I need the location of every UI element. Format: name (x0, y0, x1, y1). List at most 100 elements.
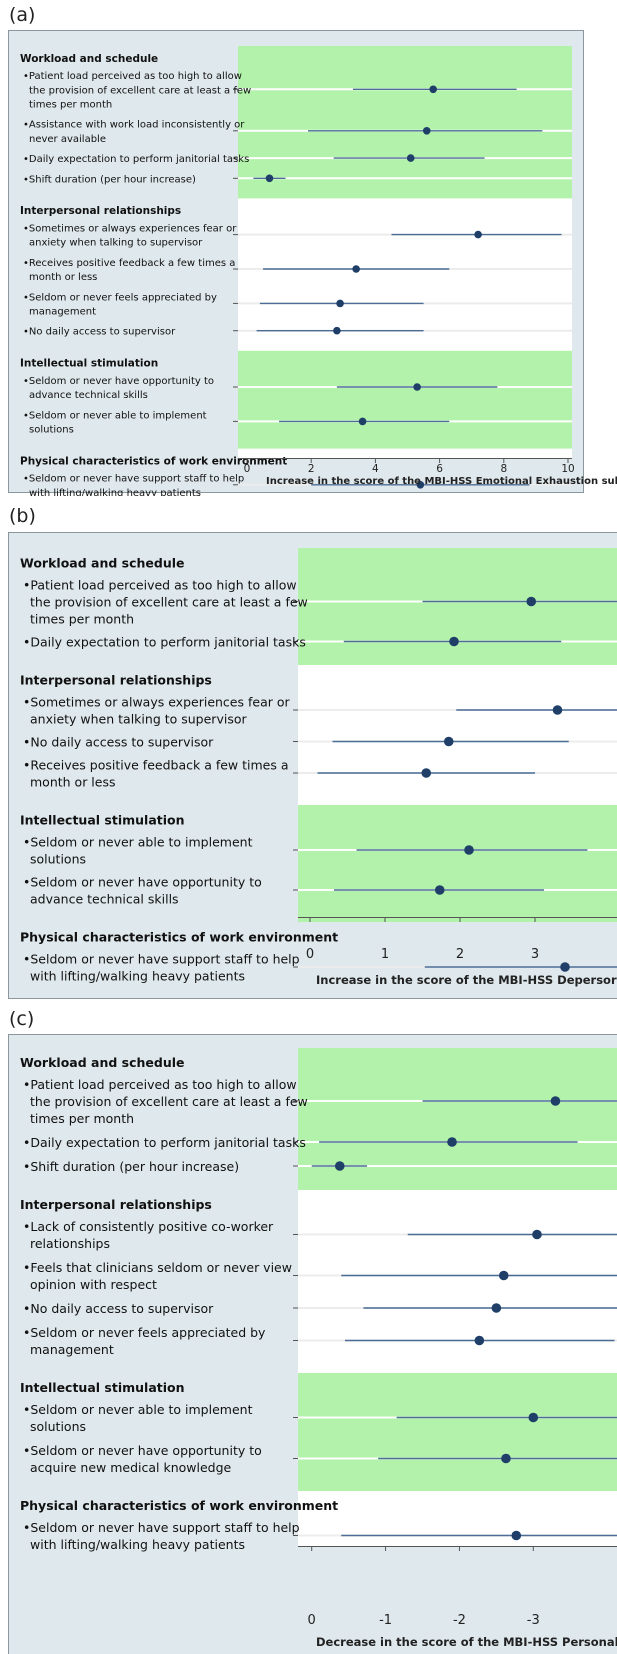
item-label: •Lack of consistently positive co-worker (23, 1219, 274, 1234)
item-label: •Seldom or never have support staff to h… (23, 951, 300, 966)
group-band (238, 46, 572, 199)
x-tick-label: -3 (527, 1613, 540, 1628)
group-heading: Physical characteristics of work environ… (20, 930, 338, 945)
point-estimate (429, 85, 437, 94)
item-label: •Sometimes or always experiences fear or (23, 694, 290, 709)
item-label: month or less (30, 774, 116, 789)
item-label: management (30, 1342, 114, 1357)
group-heading: Physical characteristics of work environ… (20, 455, 287, 467)
item-label: times per month (30, 1111, 134, 1126)
item-label: management (29, 306, 96, 317)
group-heading: Physical characteristics of work environ… (20, 1498, 338, 1513)
item-label: •Daily expectation to perform janitorial… (23, 154, 249, 165)
item-label: advance technical skills (29, 390, 148, 401)
point-estimate (352, 265, 360, 273)
point-estimate (334, 1161, 345, 1171)
x-tick-label: 8 (500, 463, 507, 475)
item-label: •Feels that clinicians seldom or never v… (23, 1260, 292, 1275)
panel-label-a: (a) (9, 4, 36, 26)
item-label: relationships (30, 1236, 110, 1251)
x-tick-label: 0 (244, 463, 251, 475)
item-label: solutions (29, 424, 74, 435)
item-label: •Seldom or never have support staff to h… (23, 1520, 300, 1535)
x-tick-label: 2 (308, 463, 315, 475)
forest-plot-c: Workload and schedule •Patient load perce… (8, 1034, 617, 1654)
point-estimate (434, 885, 445, 895)
point-estimate (358, 417, 367, 426)
point-estimate (406, 154, 415, 162)
x-tick-label: 0 (308, 1613, 316, 1628)
group-heading: Interpersonal relationships (20, 1197, 212, 1212)
point-estimate (447, 1137, 457, 1147)
item-label: opinion with respect (30, 1277, 157, 1292)
group-heading: Interpersonal relationships (20, 205, 181, 217)
x-tick-label: 1 (381, 947, 389, 962)
item-label: •Seldom or never have opportunity to (23, 874, 262, 889)
point-estimate (560, 962, 570, 972)
item-label: with lifting/walking heavy patients (30, 1537, 245, 1552)
point-estimate (550, 1096, 561, 1106)
point-estimate (501, 1453, 511, 1464)
item-label: •Shift duration (per hour increase) (23, 1159, 239, 1174)
item-label: •Sometimes or always experiences fear or (23, 223, 237, 234)
item-label: •Seldom or never have support staff to h… (23, 474, 244, 485)
point-estimate (528, 1412, 539, 1423)
item-label: •Seldom or never able to implement (23, 410, 207, 421)
item-label: with lifting/walking heavy patients (29, 488, 201, 496)
point-estimate (474, 230, 482, 239)
item-label: •Daily expectation to perform janitorial… (23, 1135, 306, 1150)
item-label: •Receives positive feedback a few times … (23, 258, 235, 269)
point-estimate (413, 383, 421, 391)
point-estimate (532, 1229, 542, 1240)
point-estimate (421, 768, 432, 778)
x-tick-label: 3 (531, 947, 539, 962)
group-band (298, 1373, 617, 1491)
point-estimate (552, 705, 563, 715)
point-estimate (491, 1303, 502, 1313)
point-estimate (333, 326, 341, 335)
item-label: anxiety when talking to supervisor (29, 238, 203, 249)
panel-label-b: (b) (9, 505, 36, 527)
forest-plot-a: Workload and schedule •Patient load perce… (8, 30, 617, 496)
item-label: •Seldom or never feels appreciated by (23, 292, 217, 303)
item-label: •No daily access to supervisor (23, 1301, 214, 1316)
item-label: •Seldom or never feels appreciated by (23, 1325, 266, 1340)
item-label: acquire new medical knowledge (30, 1460, 232, 1475)
point-estimate (511, 1530, 522, 1541)
x-tick-label: -1 (379, 1613, 392, 1628)
group-heading: Interpersonal relationships (20, 673, 212, 688)
item-label: •No daily access to supervisor (23, 327, 176, 338)
forest-plot-b: Workload and schedule •Patient load perce… (8, 532, 617, 999)
point-estimate (498, 1270, 509, 1281)
point-estimate (474, 1335, 485, 1346)
item-label: the provision of excellent care at least… (29, 85, 251, 96)
point-estimate (449, 636, 459, 647)
x-axis-label: Increase in the score of the MBI-HSS Emo… (266, 476, 617, 487)
item-label: with lifting/walking heavy patients (30, 968, 245, 983)
group-band (298, 548, 617, 665)
item-label: times per month (30, 611, 134, 626)
panel-label-c: (c) (9, 1008, 35, 1030)
x-tick-label: -2 (453, 1613, 466, 1628)
group-band (298, 805, 617, 922)
point-estimate (422, 127, 431, 135)
x-axis-label: Decrease in the score of the MBI-HSS Per… (316, 1635, 617, 1649)
item-label: times per month (29, 99, 112, 110)
x-axis-label: Increase in the score of the MBI-HSS Dep… (316, 973, 617, 987)
item-label: •Seldom or never have opportunity to (23, 376, 214, 387)
group-heading: Intellectual stimulation (20, 358, 158, 370)
item-label: •Shift duration (per hour increase) (23, 174, 196, 185)
group-band (298, 1048, 617, 1190)
item-label: •Assistance with work load inconsistentl… (23, 120, 245, 131)
item-label: •Receives positive feedback a few times … (23, 757, 289, 772)
item-label: advance technical skills (30, 891, 179, 906)
group-heading: Workload and schedule (20, 556, 184, 571)
item-label: solutions (30, 851, 86, 866)
item-label: •No daily access to supervisor (23, 734, 214, 749)
item-label: solutions (30, 1419, 86, 1434)
item-label: the provision of excellent care at least… (30, 1094, 308, 1109)
point-estimate (265, 174, 274, 183)
point-estimate (336, 299, 344, 308)
point-estimate (526, 596, 537, 607)
group-band (238, 350, 572, 449)
